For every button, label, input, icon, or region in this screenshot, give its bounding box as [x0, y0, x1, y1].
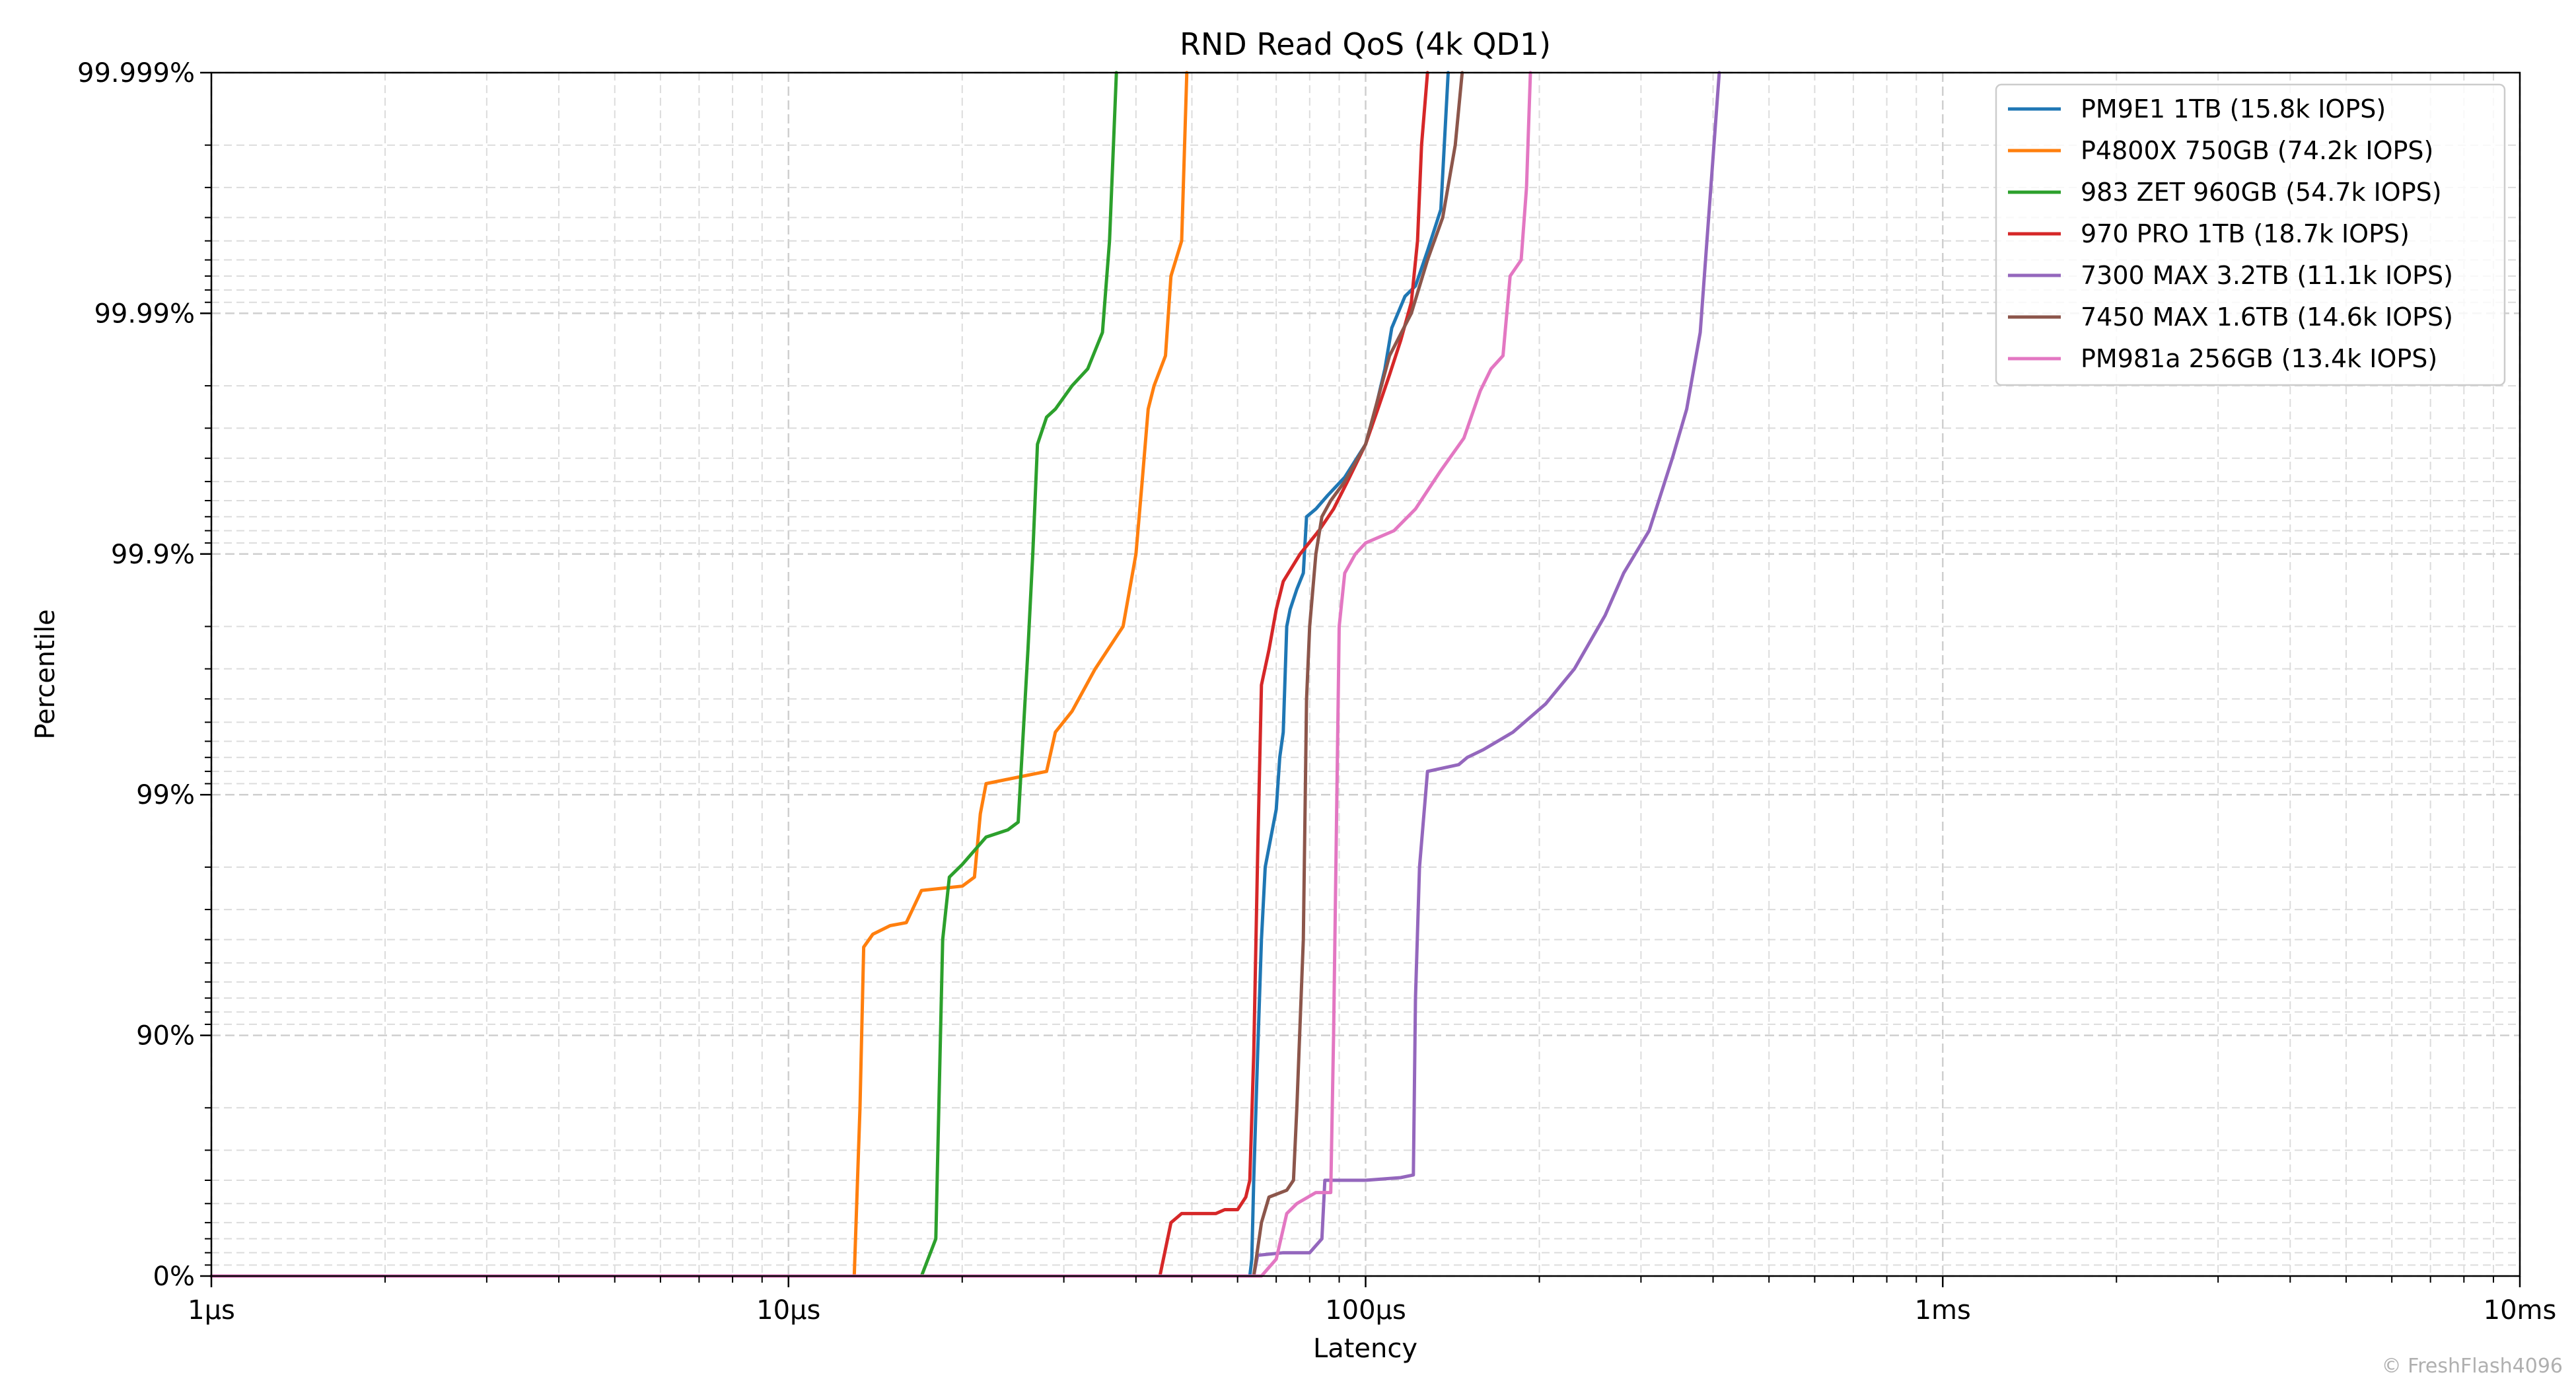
legend-label-7: PM981a 256GB (13.4k IOPS) — [2081, 344, 2437, 373]
series-line-5 — [209, 71, 1721, 1278]
watermark: © FreshFlash4096 — [2382, 1355, 2563, 1378]
series-line-6 — [209, 71, 1464, 1278]
x-tick-label: 100µs — [1325, 1295, 1406, 1326]
chart-title: RND Read QoS (4k QD1) — [1180, 26, 1551, 62]
legend-items: PM9E1 1TB (15.8k IOPS) P4800X 750GB (74.2… — [2008, 94, 2453, 373]
series-line-1 — [209, 71, 1450, 1278]
x-tick-label: 10µs — [756, 1295, 820, 1326]
x-tick-label: 1ms — [1915, 1295, 1971, 1326]
axis-ticks — [200, 71, 2521, 1287]
y-tick-label: 99% — [136, 780, 195, 810]
legend-label-6: 7450 MAX 1.6TB (14.6k IOPS) — [2081, 302, 2453, 332]
legend: PM9E1 1TB (15.8k IOPS) P4800X 750GB (74.2… — [1995, 83, 2506, 386]
axis-tick-labels: 1µs 10µs 100µs 1ms 10ms 0% 90% 99% 99.9% 99.99% 99… — [77, 58, 2556, 1326]
legend-label-2: P4800X 750GB (74.2k IOPS) — [2081, 136, 2433, 165]
x-axis-label: Latency — [1313, 1334, 1417, 1364]
series-line-7 — [209, 71, 1532, 1278]
y-tick-label: 0% — [153, 1262, 195, 1292]
legend-label-1: PM9E1 1TB (15.8k IOPS) — [2081, 94, 2386, 124]
plot-series — [209, 71, 1721, 1278]
legend-label-5: 7300 MAX 3.2TB (11.1k IOPS) — [2081, 261, 2453, 290]
legend-label-3: 983 ZET 960GB (54.7k IOPS) — [2081, 178, 2442, 207]
y-tick-label: 99.99% — [94, 299, 195, 329]
series-line-2 — [209, 71, 1189, 1278]
legend-box — [1995, 83, 2506, 386]
grid — [210, 71, 2521, 1277]
y-axis-label: Percentile — [30, 609, 61, 739]
series-line-4 — [209, 71, 1429, 1278]
x-tick-label: 1µs — [188, 1295, 235, 1326]
series-line-3 — [209, 71, 1118, 1278]
y-tick-label: 99.999% — [77, 58, 195, 89]
y-tick-label: 99.9% — [111, 540, 195, 570]
x-tick-label: 10ms — [2484, 1295, 2557, 1326]
legend-label-4: 970 PRO 1TB (18.7k IOPS) — [2081, 219, 2410, 248]
y-tick-label: 90% — [136, 1021, 195, 1051]
